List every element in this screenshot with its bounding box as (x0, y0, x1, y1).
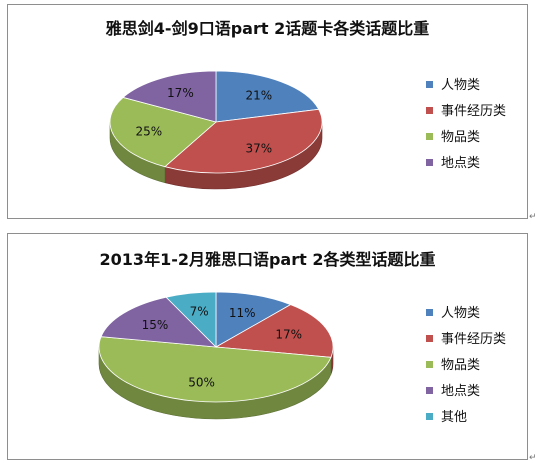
legend-item: 其他 (426, 410, 467, 426)
chart-2-title: 2013年1-2月雅思口语part 2各类型话题比重 (99, 250, 436, 269)
legend-item: 人物类 (426, 306, 480, 322)
legend-item: 人物类 (426, 78, 480, 94)
legend-swatch (426, 81, 433, 88)
pie-slice-地点类 (100, 296, 218, 348)
legend-label: 人物类 (441, 78, 481, 93)
legend-label: 地点类 (441, 384, 481, 399)
legend-swatch (426, 159, 433, 166)
legend-item: 地点类 (426, 156, 480, 172)
legend-item: 事件经历类 (426, 104, 506, 120)
pie-slice-事件经历类 (164, 108, 323, 174)
pie-label-人物类: 11% (229, 306, 256, 320)
legend-label: 其他 (441, 410, 468, 425)
pie-label-事件经历类: 17% (275, 328, 302, 342)
legend-swatch (426, 133, 433, 140)
legend-swatch (426, 309, 433, 316)
pie-label-地点类: 15% (142, 318, 169, 332)
chart-1-title: 雅思剑4-剑9口语part 2话题卡各类话题比重 (105, 19, 430, 38)
legend-swatch (426, 361, 433, 368)
chart-1-pie: 21% 37% 25% 17% (109, 70, 323, 190)
legend-label: 人物类 (441, 306, 481, 321)
legend-item: 物品类 (426, 358, 480, 374)
legend-label: 地点类 (441, 156, 481, 171)
legend-swatch (426, 107, 433, 114)
pie-slice-事件经历类 (214, 304, 334, 358)
pie-slice-地点类 (122, 70, 217, 123)
pie-slice-人物类 (215, 70, 320, 123)
paragraph-mark: ↵ (529, 212, 537, 222)
pie-slice-其他 (165, 291, 217, 348)
pie-label-人物类: 21% (246, 88, 273, 102)
legend-label: 物品类 (441, 130, 481, 145)
pie-label-地点类: 17% (167, 86, 194, 100)
pie-label-物品类: 25% (135, 124, 162, 138)
pie-slice-物品类 (98, 336, 332, 403)
chart-2: 2013年1-2月雅思口语part 2各类型话题比重 11% 17% 50% 15% 7… (7, 233, 528, 460)
pie-label-物品类: 50% (188, 376, 215, 390)
pie-slice-人物类 (215, 291, 292, 348)
chart-2-pie: 11% 17% 50% 15% 7% (98, 291, 334, 420)
legend-label: 事件经历类 (441, 104, 507, 119)
legend-swatch (426, 387, 433, 394)
pie-slice-物品类 (109, 96, 217, 168)
legend-swatch (426, 335, 433, 342)
legend-item: 物品类 (426, 130, 480, 146)
legend-item: 地点类 (426, 384, 480, 400)
pie-label-事件经历类: 37% (246, 142, 273, 156)
chart-1: 雅思剑4-剑9口语part 2话题卡各类话题比重 21% 37% 25% 17% 人物… (7, 4, 528, 219)
legend-swatch (426, 413, 433, 420)
legend-label: 事件经历类 (441, 332, 507, 347)
legend-label: 物品类 (441, 358, 481, 373)
legend-item: 事件经历类 (426, 332, 506, 348)
pie-label-其他: 7% (190, 305, 209, 319)
paragraph-mark: ↵ (529, 453, 537, 463)
